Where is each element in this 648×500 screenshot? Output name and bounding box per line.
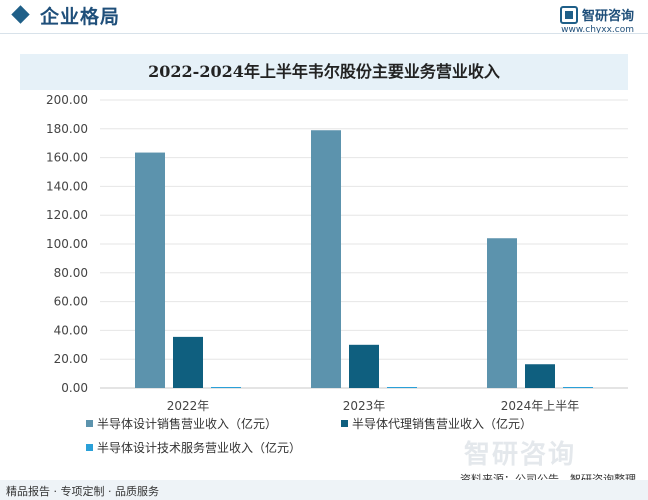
section-title: 企业格局 [40, 6, 121, 28]
brand-logo: 智研咨询 www.chyxx.com [559, 4, 634, 35]
y-tick-label: 120.00 [46, 208, 88, 222]
bottom-strip: 精品报告 · 专项定制 · 品质服务 [0, 480, 648, 500]
bar [311, 130, 341, 389]
y-tick-label: 160.00 [46, 151, 88, 165]
y-tick-label: 40.00 [54, 323, 88, 337]
watermark: 智研咨询 [464, 440, 577, 470]
bar [487, 238, 517, 388]
brand-name: 智研咨询 [581, 9, 634, 24]
brand-url: www.chyxx.com [561, 25, 634, 35]
y-tick-label: 100.00 [46, 237, 88, 251]
legend-item-agency-sales: 半导体代理销售营业收入（亿元） [341, 415, 532, 432]
legend-item-design-sales: 半导体设计销售营业收入（亿元） [86, 415, 277, 432]
header-divider [0, 33, 648, 34]
chart-title-band: 2022-2024年上半年韦尔股份主要业务营业收入 [20, 54, 628, 90]
bar [349, 344, 379, 388]
legend-label: 半导体设计销售营业收入（亿元） [97, 417, 278, 431]
chart-title: 2022-2024年上半年韦尔股份主要业务营业收入 [148, 62, 500, 81]
services-text: 精品报告 · 专项定制 · 品质服务 [6, 485, 159, 498]
legend-item-tech-service: 半导体设计技术服务营业收入（亿元） [86, 439, 301, 456]
legend-swatch [86, 444, 93, 451]
x-tick-label: 2024年上半年 [501, 399, 580, 413]
legend-swatch [86, 420, 93, 427]
bar [525, 364, 555, 388]
bar [387, 387, 417, 388]
bar [211, 387, 241, 388]
bar [135, 152, 165, 388]
y-tick-label: 60.00 [54, 295, 88, 309]
y-tick-label: 200.00 [46, 93, 88, 107]
legend-label: 半导体设计技术服务营业收入（亿元） [97, 441, 302, 455]
y-tick-label: 0.00 [61, 381, 88, 395]
x-tick-label: 2022年 [167, 399, 210, 413]
header: 企业格局 智研咨询 www.chyxx.com [0, 0, 648, 35]
y-tick-label: 80.00 [54, 266, 88, 280]
y-tick-label: 20.00 [54, 352, 88, 366]
bar [563, 387, 593, 388]
legend-label: 半导体代理销售营业收入（亿元） [352, 417, 533, 431]
y-tick-label: 180.00 [46, 122, 88, 136]
y-tick-label: 140.00 [46, 179, 88, 193]
x-tick-label: 2023年 [343, 399, 386, 413]
bar [173, 336, 203, 388]
brand-logo-icon [559, 5, 578, 24]
legend-swatch [341, 420, 348, 427]
